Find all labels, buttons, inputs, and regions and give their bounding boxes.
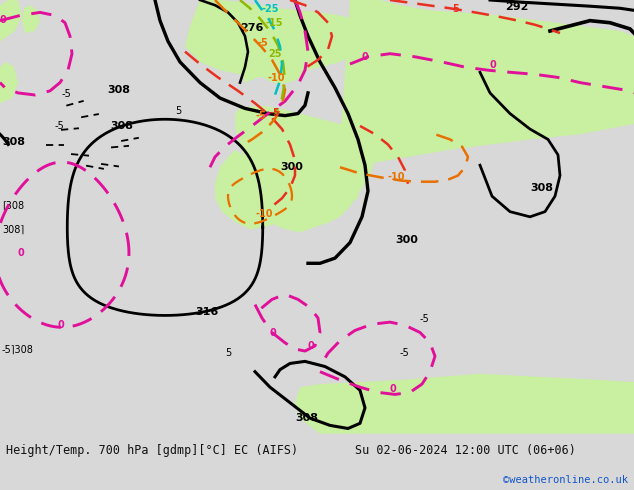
Text: 308: 308	[295, 413, 318, 423]
Text: -15: -15	[265, 18, 283, 28]
Text: -5: -5	[400, 348, 410, 358]
Text: -10: -10	[268, 73, 285, 82]
Polygon shape	[22, 5, 40, 33]
Text: 0: 0	[58, 320, 65, 330]
Text: 0: 0	[270, 327, 277, 338]
Text: 0: 0	[18, 248, 25, 258]
Text: -5: -5	[62, 89, 72, 99]
Polygon shape	[185, 0, 370, 77]
Text: -10: -10	[255, 209, 273, 219]
Text: -5: -5	[255, 111, 266, 121]
Text: 5: 5	[175, 105, 181, 116]
Text: 308: 308	[107, 85, 130, 95]
Polygon shape	[295, 374, 634, 434]
Text: 5: 5	[225, 348, 231, 358]
Text: 276: 276	[240, 23, 263, 33]
Text: 308: 308	[110, 121, 133, 131]
Polygon shape	[330, 0, 634, 171]
Text: 0: 0	[362, 52, 369, 62]
Text: Su 02-06-2024 12:00 UTC (06+06): Su 02-06-2024 12:00 UTC (06+06)	[355, 444, 576, 457]
Text: ⌈308: ⌈308	[2, 200, 24, 211]
Text: -5: -5	[420, 314, 430, 324]
Text: 300: 300	[280, 162, 303, 172]
Text: 308: 308	[530, 183, 553, 193]
Text: ©weatheronline.co.uk: ©weatheronline.co.uk	[503, 475, 628, 485]
Text: -5: -5	[55, 121, 65, 131]
Text: 0: 0	[490, 60, 497, 70]
Polygon shape	[332, 175, 360, 204]
Polygon shape	[0, 0, 22, 41]
Text: 292: 292	[505, 2, 528, 12]
Text: -5: -5	[270, 108, 281, 118]
Text: 25: 25	[268, 49, 281, 59]
Text: -5⌉308: -5⌉308	[2, 345, 34, 355]
Text: 0: 0	[308, 341, 314, 351]
Text: -5: -5	[258, 38, 269, 49]
Text: -25: -25	[262, 4, 280, 14]
Text: -5: -5	[450, 4, 461, 14]
Polygon shape	[240, 54, 268, 83]
Polygon shape	[0, 62, 18, 103]
Polygon shape	[260, 51, 310, 85]
Polygon shape	[215, 150, 295, 229]
Text: Height/Temp. 700 hPa [gdmp][°C] EC (AIFS): Height/Temp. 700 hPa [gdmp][°C] EC (AIFS…	[6, 444, 299, 457]
Text: 316: 316	[195, 307, 218, 317]
Text: 0: 0	[0, 15, 7, 24]
Text: 308⌉: 308⌉	[2, 224, 24, 234]
Text: 0: 0	[390, 384, 397, 394]
Text: 300: 300	[395, 235, 418, 245]
Text: -10: -10	[388, 172, 406, 182]
Text: 308: 308	[2, 137, 25, 147]
Polygon shape	[235, 105, 375, 232]
